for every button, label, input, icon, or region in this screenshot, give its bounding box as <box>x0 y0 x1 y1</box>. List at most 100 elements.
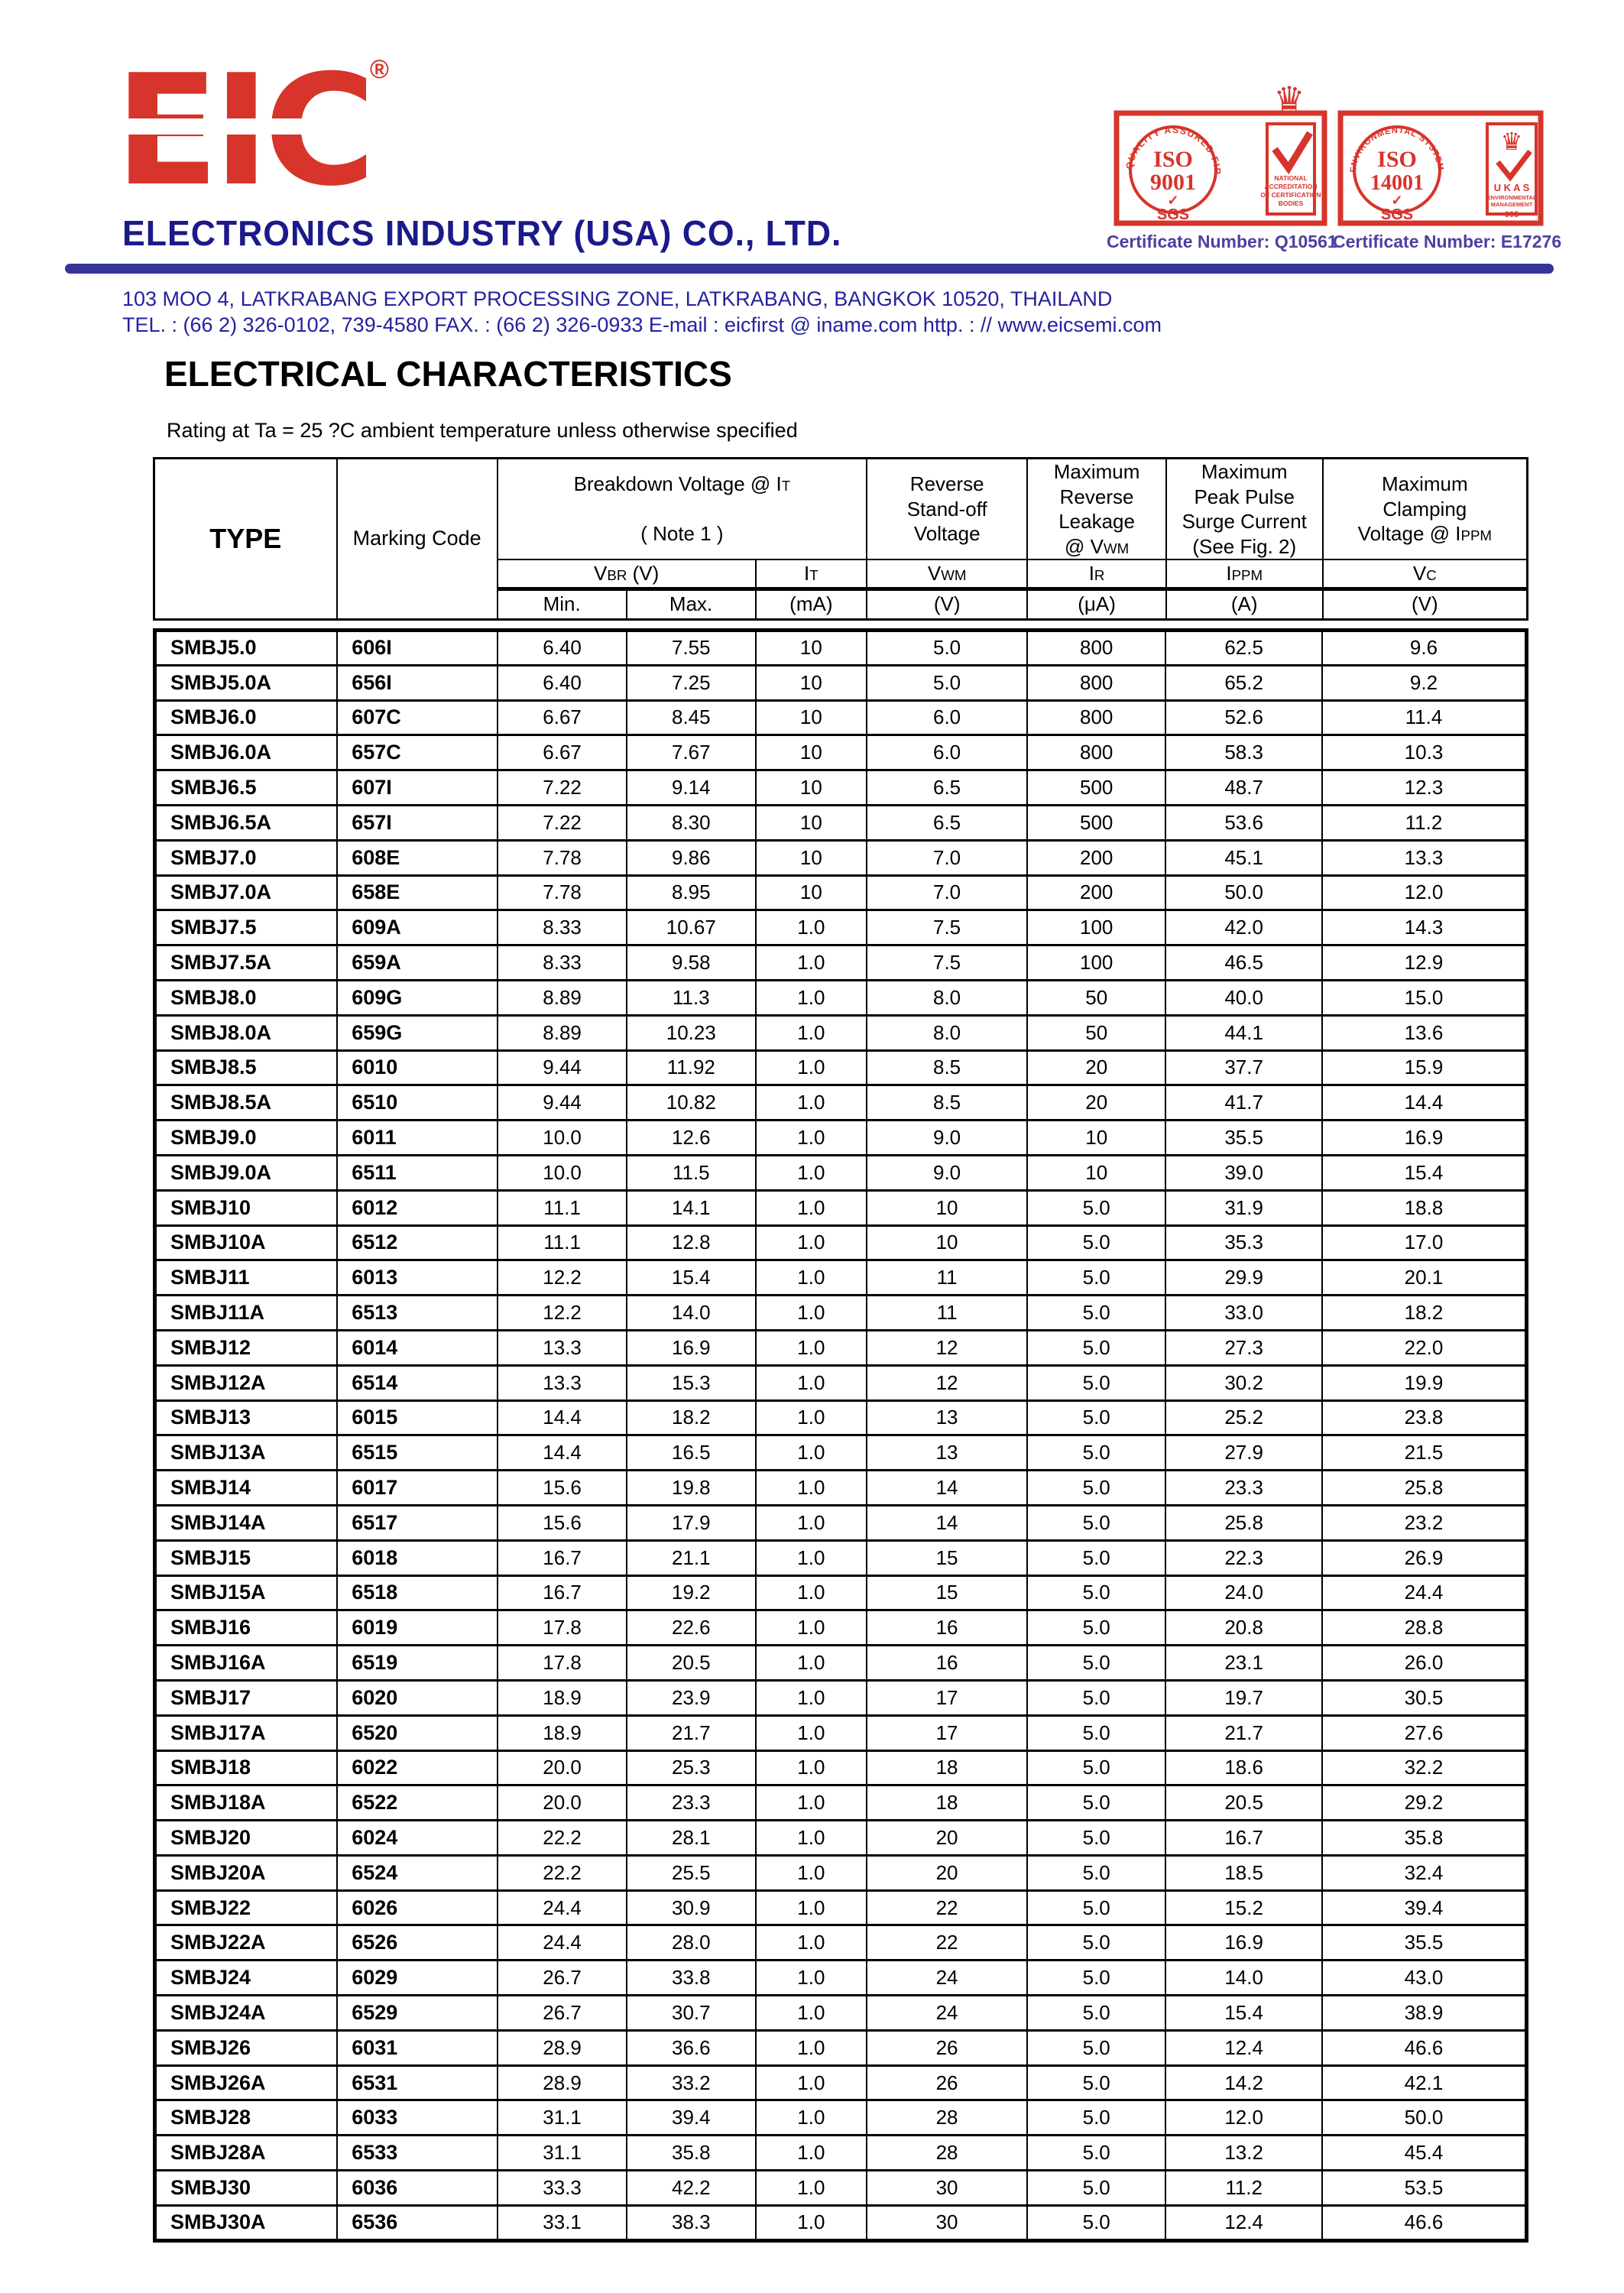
table-row: SMBJ28A 6533 31.1 35.8 1.0 28 5.0 13.2 45.4 <box>154 2134 1528 2172</box>
value-cell: 32.4 <box>1321 1854 1528 1892</box>
marking-code-cell: 6011 <box>336 1119 499 1156</box>
value-cell: 19.9 <box>1321 1364 1528 1402</box>
value-cell: 1.0 <box>754 1539 868 1577</box>
type-cell: SMBJ17 <box>154 1678 339 1717</box>
type-cell: SMBJ8.5 <box>154 1049 339 1087</box>
value-cell: 17 <box>866 1678 1029 1717</box>
table-row: SMBJ7.0 608E 7.78 9.86 10 7.0 200 45.1 13.3 <box>154 838 1528 877</box>
type-cell: SMBJ16A <box>154 1644 339 1682</box>
value-cell: 17.8 <box>497 1609 627 1647</box>
value-cell: 25.8 <box>1321 1469 1528 1507</box>
svg-text:SGS: SGS <box>1157 206 1189 223</box>
value-cell: 12.0 <box>1165 2099 1323 2137</box>
value-cell: 1.0 <box>754 909 868 947</box>
value-cell: 38.9 <box>1321 1994 1528 2032</box>
value-cell: 16.7 <box>497 1574 627 1612</box>
check-icon: ✓ <box>1391 193 1402 208</box>
value-cell: 9.0 <box>866 1119 1029 1156</box>
value-cell: 33.0 <box>1165 1294 1323 1331</box>
table-row: SMBJ11A 6513 12.2 14.0 1.0 11 5.0 33.0 18.2 <box>154 1294 1528 1331</box>
eic-logo: EIC® <box>115 55 389 208</box>
value-cell: 5.0 <box>1026 1959 1167 1997</box>
marking-code-cell: 6514 <box>336 1364 499 1402</box>
value-cell: 33.8 <box>625 1959 757 1997</box>
col-header-standoff-voltage: Reverse Stand-off Voltage <box>866 457 1029 560</box>
value-cell: 1.0 <box>754 1364 868 1402</box>
value-cell: 5.0 <box>1026 1364 1167 1402</box>
value-cell: 15.2 <box>1165 1889 1323 1927</box>
type-cell: SMBJ24A <box>154 1994 339 2032</box>
marking-code-cell: 6536 <box>336 2204 499 2242</box>
marking-code-cell: 6515 <box>336 1434 499 1472</box>
value-cell: 5.0 <box>1026 1328 1167 1367</box>
value-cell: 7.0 <box>866 874 1029 912</box>
value-cell: 5.0 <box>1026 1994 1167 2032</box>
check-icon: ✓ <box>1167 193 1178 208</box>
marking-code-cell: 6026 <box>336 1889 499 1927</box>
value-cell: 1.0 <box>754 1644 868 1682</box>
value-cell: 10.3 <box>1321 734 1528 772</box>
table-row: SMBJ24A 6529 26.7 30.7 1.0 24 5.0 15.4 38.9 <box>154 1994 1528 2032</box>
value-cell: 1.0 <box>754 1294 868 1331</box>
value-cell: 27.6 <box>1321 1714 1528 1752</box>
value-cell: 31.1 <box>497 2099 627 2137</box>
value-cell: 15.4 <box>625 1259 757 1297</box>
type-cell: SMBJ30 <box>154 2169 339 2207</box>
value-cell: 31.1 <box>497 2134 627 2172</box>
value-cell: 1.0 <box>754 1678 868 1717</box>
value-cell: 35.5 <box>1165 1119 1323 1156</box>
value-cell: 10.67 <box>625 909 757 947</box>
value-cell: 20 <box>1026 1049 1167 1087</box>
value-cell: 10.23 <box>625 1014 757 1052</box>
value-cell: 18.2 <box>1321 1294 1528 1331</box>
value-cell: 5.0 <box>1026 1574 1167 1612</box>
unit-min: Min. <box>496 586 627 620</box>
value-cell: 5.0 <box>1026 1924 1167 1962</box>
value-cell: 18.9 <box>497 1714 627 1752</box>
table-row: SMBJ13A 6515 14.4 16.5 1.0 13 5.0 27.9 21.5 <box>154 1434 1528 1472</box>
crown-icon: ♛ <box>1501 128 1523 155</box>
value-cell: 21.7 <box>625 1714 757 1752</box>
marking-code-cell: 656I <box>336 663 499 702</box>
value-cell: 1.0 <box>754 1784 868 1822</box>
svg-text:ENVIRONMENTAL: ENVIRONMENTAL <box>1487 194 1537 201</box>
type-cell: SMBJ12 <box>154 1328 339 1367</box>
value-cell: 18.8 <box>1321 1189 1528 1227</box>
value-cell: 8.45 <box>625 699 757 737</box>
type-cell: SMBJ6.5A <box>154 803 339 842</box>
value-cell: 1.0 <box>754 1049 868 1087</box>
value-cell: 42.2 <box>625 2169 757 2207</box>
value-cell: 24.4 <box>497 1924 627 1962</box>
value-cell: 65.2 <box>1165 663 1323 702</box>
value-cell: 5.0 <box>1026 1189 1167 1227</box>
table-row: SMBJ20A 6524 22.2 25.5 1.0 20 5.0 18.5 32.4 <box>154 1854 1528 1892</box>
value-cell: 11 <box>866 1259 1029 1297</box>
value-cell: 5.0 <box>1026 1714 1167 1752</box>
value-cell: 15.4 <box>1165 1994 1323 2032</box>
value-cell: 8.5 <box>866 1084 1029 1122</box>
type-cell: SMBJ22 <box>154 1889 339 1927</box>
table-row: SMBJ10A 6512 11.1 12.8 1.0 10 5.0 35.3 17.0 <box>154 1224 1528 1262</box>
value-cell: 800 <box>1026 663 1167 702</box>
value-cell: 45.1 <box>1165 838 1323 877</box>
value-cell: 15.6 <box>497 1469 627 1507</box>
table-row: SMBJ5.0A 656I 6.40 7.25 10 5.0 800 65.2 9.2 <box>154 663 1528 702</box>
type-cell: SMBJ17A <box>154 1714 339 1752</box>
value-cell: 1.0 <box>754 1749 868 1787</box>
value-cell: 22 <box>866 1924 1029 1962</box>
table-row: SMBJ8.0A 659G 8.89 10.23 1.0 8.0 50 44.1 13.6 <box>154 1014 1528 1052</box>
value-cell: 6.40 <box>497 663 627 702</box>
marking-code-cell: 6520 <box>336 1714 499 1752</box>
unit-max: Max. <box>625 586 757 620</box>
value-cell: 7.0 <box>866 838 1029 877</box>
table-row: SMBJ26A 6531 28.9 33.2 1.0 26 5.0 14.2 42.1 <box>154 2064 1528 2102</box>
unit-ua: (μA) <box>1026 586 1167 620</box>
value-cell: 1.0 <box>754 2169 868 2207</box>
value-cell: 16.5 <box>625 1434 757 1472</box>
value-cell: 1.0 <box>754 1889 868 1927</box>
value-cell: 1.0 <box>754 1469 868 1507</box>
marking-code-cell: 6511 <box>336 1153 499 1192</box>
value-cell: 29.9 <box>1165 1259 1323 1297</box>
value-cell: 30.9 <box>625 1889 757 1927</box>
value-cell: 15.6 <box>497 1503 627 1542</box>
